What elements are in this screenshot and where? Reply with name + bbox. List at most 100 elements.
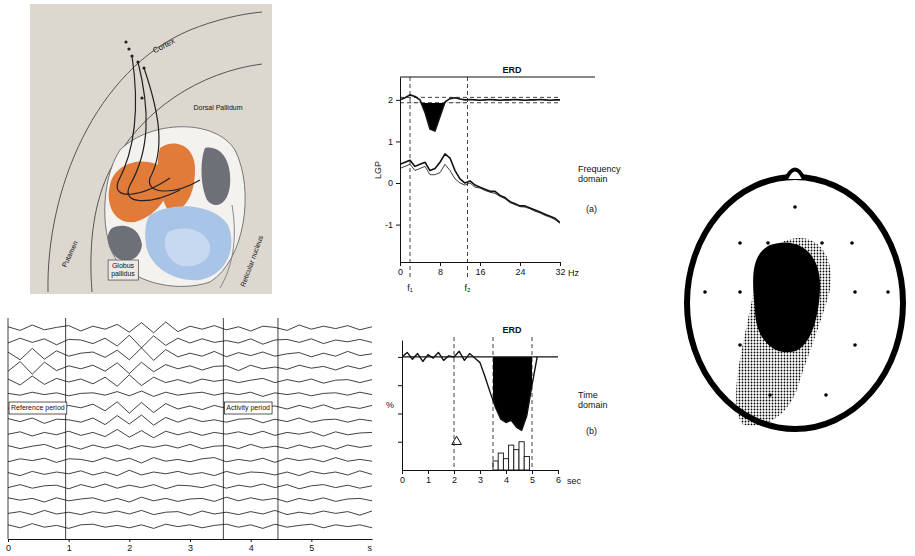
eeg-trace [8, 458, 372, 463]
tick-mark [428, 470, 429, 474]
eeg-trace [8, 348, 372, 361]
eeg-trace [8, 375, 372, 386]
time-chart: 0123456ERD%secTimedomain(b) [386, 325, 608, 486]
electrode [850, 241, 854, 245]
tick-mark [398, 413, 402, 414]
eeg-trace [8, 362, 372, 375]
tick-mark [532, 470, 533, 474]
tick-label: 0 [400, 475, 405, 485]
eeg-trace [8, 510, 372, 515]
neuron-dot [136, 60, 139, 63]
neuron-dot [142, 66, 145, 69]
tick: 4 [504, 470, 509, 485]
annotation: Frequencydomain [578, 164, 621, 184]
region-grey [201, 148, 230, 205]
tick [398, 357, 402, 358]
electrode [738, 290, 742, 294]
tick: 6 [556, 470, 561, 485]
electrode [738, 241, 742, 245]
band-line [454, 337, 455, 470]
tick-mark [400, 262, 401, 266]
annotation: (a) [586, 204, 597, 214]
tick-mark [402, 470, 403, 474]
eeg-trace [8, 524, 372, 529]
spectrum-line [400, 154, 560, 223]
axis-title: Hz [568, 268, 579, 278]
tick-label: 3 [478, 475, 483, 485]
annotation-line: domain [578, 174, 608, 184]
band-line [493, 337, 494, 470]
period-label: Activity period [226, 404, 270, 412]
electrode [703, 290, 707, 294]
band-line [532, 337, 533, 470]
tick-mark [440, 262, 441, 266]
eeg-trace [8, 429, 372, 437]
histogram-bar [524, 456, 529, 470]
anatomy-diagram: Cortex Dorsal Pallidum Putamen Globuspallid… [30, 4, 272, 294]
erd-fill [493, 357, 532, 430]
tick-mark [8, 539, 9, 542]
region-label: Putamen [61, 240, 79, 268]
fiber [117, 56, 170, 194]
tick-label: 2 [452, 475, 457, 485]
tick: 2 [388, 95, 400, 105]
tick-label: 1 [426, 475, 431, 485]
axis-title: sec [567, 476, 582, 486]
tick-label: 8 [438, 267, 443, 277]
activity-halo [736, 238, 831, 426]
tick: 0 [388, 178, 400, 188]
tick-label: 3 [188, 543, 193, 553]
eeg-trace [8, 402, 372, 413]
tick-label: 4 [249, 543, 254, 553]
region-label: Cortex [151, 36, 176, 55]
histogram-bar [514, 450, 519, 470]
tick-mark [396, 100, 400, 101]
eeg-trace [8, 497, 372, 502]
tick-mark [398, 385, 402, 386]
axis: -1012 [385, 78, 401, 263]
frequency-chart: f₁f₂-101208162432ERDLGPHzFrequencydomain… [373, 65, 621, 293]
stimulus-marker [452, 436, 462, 444]
tick-mark [396, 225, 400, 226]
region-grey [108, 226, 142, 261]
erd-area [493, 357, 532, 430]
chart-title: ERD [502, 325, 522, 335]
electrode [820, 241, 824, 245]
cortex-inner [91, 64, 262, 292]
threshold-line [400, 97, 560, 98]
histogram-bar [503, 459, 508, 470]
tick-label: 1 [388, 137, 393, 147]
tick-mark [396, 183, 400, 184]
tick: 5 [530, 470, 535, 485]
tick-mark [558, 470, 559, 474]
region-label: Dorsal Pallidum [193, 104, 242, 111]
erd-fill [410, 103, 468, 131]
chart-title: ERD [502, 65, 522, 75]
period-label: Reference period [11, 404, 65, 412]
electrode [886, 290, 890, 294]
axis-title: LGP [373, 161, 383, 179]
period-label-group: Reference period [9, 402, 67, 414]
region-label: Globuspallidus [111, 262, 135, 278]
tick: 24 [515, 262, 525, 277]
tick: 1 [426, 470, 431, 485]
tick: 8 [438, 262, 443, 277]
tick-mark [480, 470, 481, 474]
eeg-trace [8, 391, 372, 396]
erd-area [410, 103, 468, 131]
tick: 16 [475, 262, 485, 277]
tick-mark [396, 141, 400, 142]
period-line [8, 318, 9, 539]
histogram-bar [493, 461, 498, 470]
electrode [853, 343, 857, 347]
tick: 3 [478, 470, 483, 485]
electrode [766, 241, 770, 245]
tick-mark [398, 357, 402, 358]
baseline [402, 356, 558, 357]
eeg-trace [8, 322, 372, 333]
tick-label: 5 [309, 543, 314, 553]
electrode [853, 290, 857, 294]
band-label: f₂ [465, 283, 472, 293]
tick: 1 [388, 137, 400, 147]
label-box [108, 260, 138, 280]
